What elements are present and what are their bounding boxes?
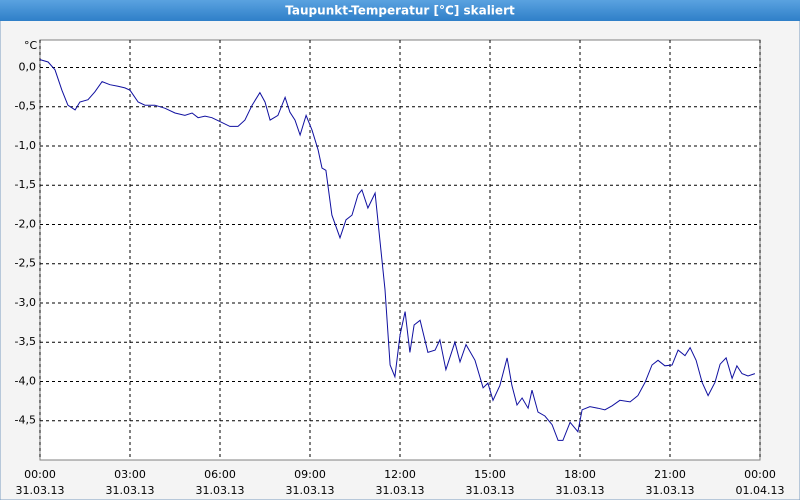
chart-title: Taupunkt-Temperatur [°C] skaliert <box>285 4 515 18</box>
y-tick-label: -3,5 <box>15 335 36 348</box>
title-bar <box>0 0 800 21</box>
y-tick-label: -2,5 <box>15 257 36 270</box>
y-tick-label: -1,0 <box>15 139 36 152</box>
x-tick-date: 31.03.13 <box>16 484 65 497</box>
x-tick-date: 31.03.13 <box>376 484 425 497</box>
x-tick-date: 31.03.13 <box>646 484 695 497</box>
x-tick-label: 03:00 <box>114 468 146 481</box>
y-tick-label: -0,5 <box>15 100 36 113</box>
x-tick-label: 12:00 <box>384 468 416 481</box>
x-tick-label: 06:00 <box>204 468 236 481</box>
x-tick-label: 00:00 <box>744 468 776 481</box>
x-tick-label: 09:00 <box>294 468 326 481</box>
data-line <box>39 59 756 441</box>
x-tick-date: 01.04.13 <box>736 484 785 497</box>
y-tick-label: -4,0 <box>15 374 36 387</box>
x-tick-date: 31.03.13 <box>286 484 335 497</box>
y-tick-label: -1,5 <box>15 178 36 191</box>
x-tick-date: 31.03.13 <box>106 484 155 497</box>
x-tick-label: 21:00 <box>654 468 686 481</box>
y-tick-label: -2,0 <box>15 217 36 230</box>
y-tick-label: -3,0 <box>15 296 36 309</box>
x-tick-label: 15:00 <box>474 468 506 481</box>
x-tick-date: 31.03.13 <box>556 484 605 497</box>
x-tick-date: 31.03.13 <box>466 484 515 497</box>
y-tick-label: 0,0 <box>19 60 37 73</box>
y-unit: °C <box>24 39 38 52</box>
x-tick-label: 18:00 <box>564 468 596 481</box>
y-tick-label: -4,5 <box>15 414 36 427</box>
x-tick-date: 31.03.13 <box>196 484 245 497</box>
x-tick-label: 00:00 <box>24 468 56 481</box>
